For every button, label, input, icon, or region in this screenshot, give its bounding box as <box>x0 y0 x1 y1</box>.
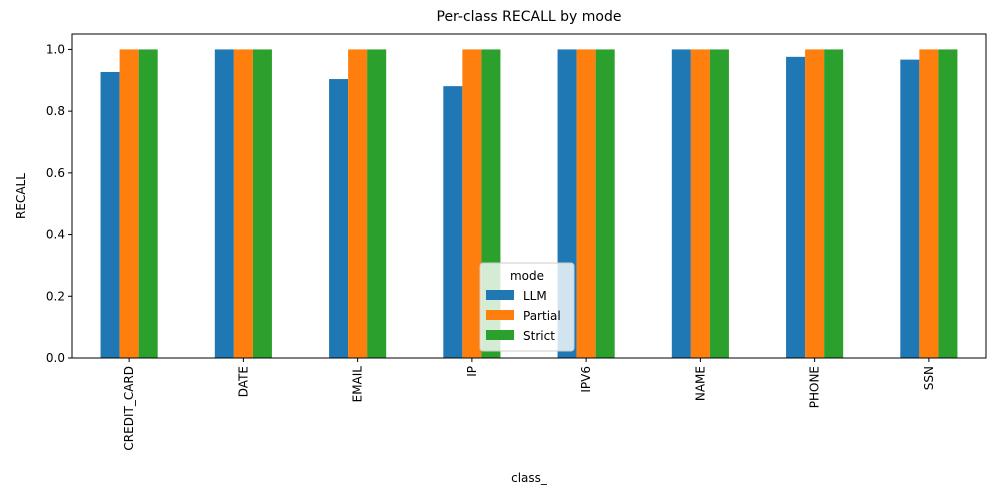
bar-partial-credit_card <box>119 49 139 359</box>
bar-llm-credit_card <box>100 71 120 358</box>
legend-label-strict: Strict <box>523 329 555 343</box>
x-tick-label: PHONE <box>808 366 822 408</box>
bar-partial-phone <box>805 49 825 359</box>
x-tick-label: CREDIT_CARD <box>122 366 136 451</box>
legend: mode LLM Partial Strict <box>479 262 575 352</box>
y-tick-label: 1.0 <box>46 42 65 56</box>
x-tick-label: IPV6 <box>579 366 593 393</box>
bar-llm-email <box>329 79 349 359</box>
bar-llm-phone <box>786 56 806 358</box>
y-tick-label: 0.0 <box>46 351 65 365</box>
legend-swatch-llm <box>486 290 514 300</box>
bar-llm-ssn <box>900 59 920 359</box>
y-tick-label: 0.6 <box>46 166 65 180</box>
legend-box <box>479 262 575 352</box>
bar-strict-name <box>709 49 729 359</box>
bar-partial-ip <box>462 49 482 359</box>
legend-label-llm: LLM <box>523 289 547 303</box>
bar-partial-ssn <box>919 49 939 359</box>
x-tick-label: DATE <box>236 366 250 397</box>
bar-llm-name <box>671 49 691 359</box>
y-axis-title: RECALL <box>14 173 28 219</box>
legend-swatch-partial <box>486 310 514 320</box>
x-tick-label: NAME <box>693 366 707 401</box>
bar-llm-date <box>214 49 234 359</box>
y-axis: 0.0 0.2 0.4 0.6 0.8 1.0 <box>46 42 72 365</box>
legend-swatch-strict <box>486 330 514 340</box>
bar-strict-ipv6 <box>595 49 615 359</box>
bar-llm-ip <box>443 86 463 359</box>
y-tick-label: 0.8 <box>46 104 65 118</box>
bar-partial-ipv6 <box>576 49 596 359</box>
bar-partial-name <box>690 49 710 359</box>
bar-partial-date <box>233 49 253 359</box>
chart-title: Per-class RECALL by mode <box>437 9 622 25</box>
legend-title: mode <box>510 269 544 283</box>
x-tick-label: SSN <box>922 366 936 390</box>
bar-strict-email <box>367 49 387 359</box>
x-tick-label: IP <box>465 366 479 377</box>
x-axis: CREDIT_CARD DATE EMAIL IP IPV6 NAME PHONE SSN <box>122 358 936 451</box>
bar-partial-email <box>348 49 368 359</box>
x-axis-title: class_ <box>511 471 548 485</box>
bar-strict-date <box>252 49 272 359</box>
legend-label-partial: Partial <box>523 309 561 323</box>
x-tick-label: EMAIL <box>351 366 365 403</box>
y-tick-label: 0.2 <box>46 289 65 303</box>
y-tick-label: 0.4 <box>46 228 65 242</box>
bar-strict-credit_card <box>138 49 158 359</box>
bar-strict-phone <box>824 49 844 359</box>
bar-strict-ssn <box>938 49 958 359</box>
plot-frame <box>71 33 987 359</box>
